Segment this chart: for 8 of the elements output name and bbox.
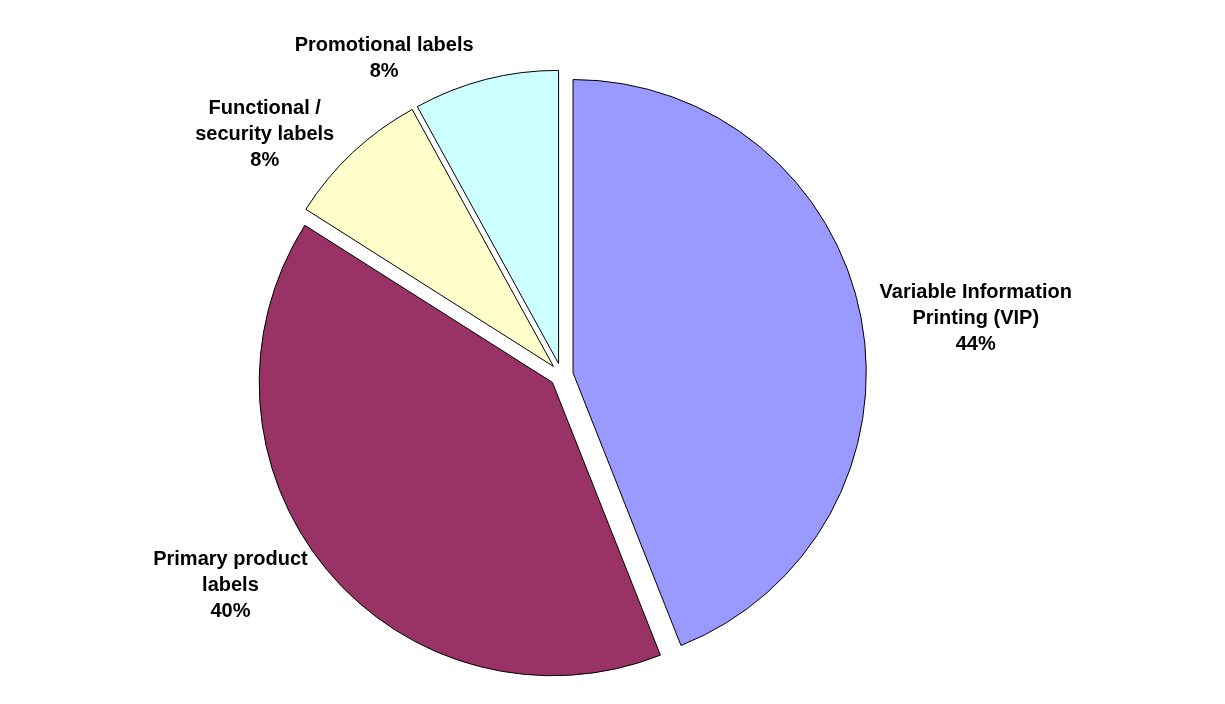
slice-label: Functional / security labels <box>195 96 335 144</box>
data-label: 8% <box>250 148 280 170</box>
data-label: 44% <box>955 331 996 354</box>
slice-label: Variable Information Printing (VIP) <box>879 279 1072 328</box>
data-label: 40% <box>210 599 251 622</box>
slice-label: Primary product labels <box>153 547 308 596</box>
data-label: 8% <box>369 59 399 82</box>
slice-label: Promotional labels <box>294 33 474 56</box>
